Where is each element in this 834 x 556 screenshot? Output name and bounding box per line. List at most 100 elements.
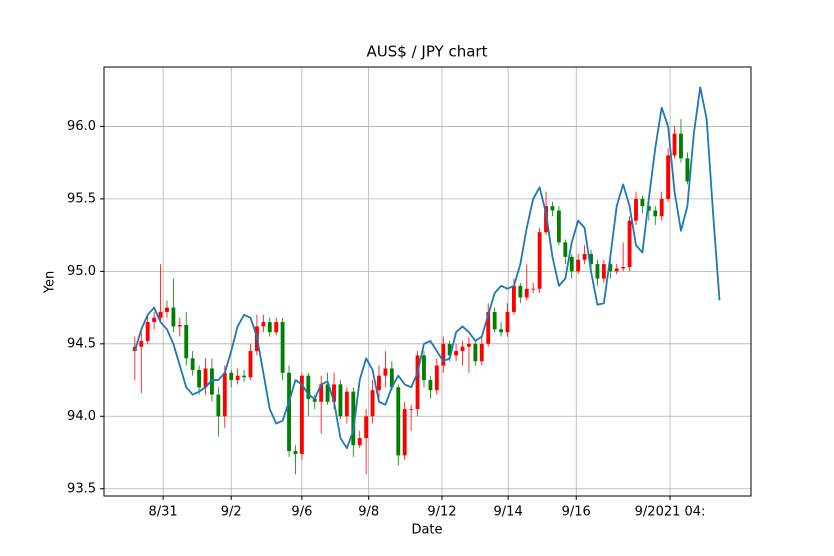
candle-body [422,355,426,381]
candle-body [537,232,542,289]
candle-body [640,198,645,207]
candle-body [396,387,401,456]
marks [132,86,721,475]
candle-body [377,375,381,391]
y-tick-label: 94.5 [67,336,96,351]
y-tick-label: 95.0 [67,264,96,279]
candle-body [261,322,266,327]
candle-body [473,343,478,362]
x-tick-label: 9/12 [427,505,456,520]
x-tick-label: 9/16 [562,505,591,520]
candle-body [248,351,253,378]
plot-frame [103,66,752,497]
candle-body [203,368,208,388]
y-tick-label: 96.0 [67,119,96,134]
candle-body [447,343,452,356]
candle-body [216,394,221,417]
y-tick-label: 94.0 [67,409,96,424]
candle-body [351,391,356,446]
candle-body [357,438,362,446]
candle-body [152,317,157,323]
candle-body [312,398,317,402]
candle-body [556,210,561,243]
y-tick-label: 95.5 [67,191,96,206]
candle-body [550,206,555,211]
x-tick-label: 9/2021 04: [635,505,706,520]
candle-body [139,340,144,347]
y-axis-label: Yen [43,271,58,294]
candle-body [332,384,336,402]
candle-body [197,369,202,388]
candle-body [582,253,587,260]
candle-body [460,346,465,352]
candle-body [267,322,272,333]
candle-body [280,322,285,373]
candle-body [659,198,664,217]
candle-body [492,311,497,330]
candle-body [402,409,407,456]
candle-body [319,384,324,402]
candle-body [434,365,439,391]
candle-body [666,155,671,199]
candle-body [653,210,658,217]
candle-body [184,324,189,359]
candle-body [518,285,523,298]
axes: 93.5 94.0 94.5 95.0 95.5 96.0 8/31 9/2 9/6 9/8 9/1… [67,119,705,520]
grid [104,67,751,496]
candle-body [409,409,414,410]
x-tick-label: 9/6 [291,505,312,520]
candle-body [454,351,459,356]
candle-body [646,206,651,211]
candle-body [370,390,375,417]
candle-body [190,358,195,370]
candle-body [383,368,388,376]
x-tick-label: 9/2 [221,505,242,520]
candle-body [364,416,369,439]
candle-body [569,256,574,272]
candle-body [210,368,214,395]
candle-body [486,311,491,344]
candle-body [177,324,182,327]
x-tick-label: 9/8 [358,505,379,520]
candle-body [672,133,677,156]
x-axis-label: Date [411,523,442,538]
candle-body [563,242,568,257]
candle-body [627,220,632,268]
candle-body [428,380,433,391]
candle-body [389,368,394,388]
candle-body [344,391,349,417]
y-tick-label: 93.5 [67,481,96,496]
candle-body [293,451,298,454]
candle-body [415,355,420,410]
candle-body [595,264,600,279]
candle-body [531,288,536,290]
x-tick-label: 8/31 [149,505,178,520]
candle-body [608,264,613,272]
candle-body [222,372,227,417]
candle-body [299,375,304,454]
candle-body [505,311,510,333]
chart-title: AUS$ / JPY chart [367,43,488,61]
candle-body [601,264,606,279]
candle-body [576,259,581,272]
candle-body [479,343,484,362]
candle-body [685,158,690,182]
candle-body [158,311,163,318]
candle-body [511,285,516,312]
candle-body [287,372,291,452]
candle-body [499,329,503,333]
candle-body [441,343,446,366]
candle-body [306,375,311,399]
candle-body [325,384,330,402]
candle-body [235,375,240,381]
candle-body [679,133,683,159]
line-series [133,86,721,450]
candle-body [229,372,234,381]
candle-body [242,375,246,378]
candle-body [338,384,343,417]
candle-body [621,267,626,269]
candle-body [614,268,619,272]
x-tick-label: 9/14 [494,505,523,520]
candle-body [145,322,150,341]
